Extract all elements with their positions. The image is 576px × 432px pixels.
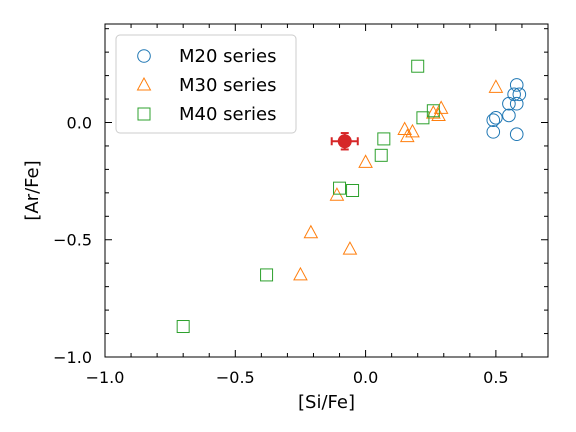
m30-series-point: [399, 128, 415, 143]
m40-series-point: [426, 104, 440, 118]
m20-series-point: [502, 108, 516, 123]
m30-series-point: [342, 241, 358, 255]
legend-marker-m30-series: [136, 76, 152, 91]
y-axis-label: [Ar/Fe]: [22, 160, 43, 220]
plot-frame: [104, 23, 549, 358]
legend-box: [115, 34, 297, 134]
x-tick-label: −0.5: [216, 368, 255, 387]
legend-label-m40-series: M40 series: [179, 104, 276, 125]
m40-series-point: [374, 148, 388, 162]
plot-markers: [176, 59, 527, 334]
m30-series-point: [358, 154, 373, 168]
legend-label-m30-series: M30 series: [179, 75, 276, 96]
m40-series-point: [346, 184, 360, 197]
m40-series-point: [411, 59, 425, 73]
axis-ticks: −1.0 −0.5 0.0 0.5 −1.0 −0.5 0.0: [53, 24, 549, 387]
m40-series-point: [176, 320, 190, 334]
m40-series-point: [333, 181, 347, 195]
m20-series-point: [502, 96, 516, 111]
x-tick-label: 0.0: [353, 368, 378, 387]
m40-series-point: [416, 111, 430, 125]
m30-series-point: [431, 107, 446, 121]
m30-series-point: [405, 123, 420, 138]
m20-series-point: [486, 113, 501, 127]
x-tick-label: −1.0: [86, 368, 125, 387]
x-tick-label: 0.5: [483, 368, 508, 387]
legend-marker-m20-series: [137, 49, 151, 63]
y-tick-label: 0.0: [67, 113, 92, 132]
legend-label-m20-series: M20 series: [179, 46, 276, 67]
m20-series-point: [507, 87, 521, 102]
m30-series-point: [488, 79, 504, 93]
m20-series-point: [512, 87, 527, 102]
y-tick-label: −1.0: [53, 348, 92, 367]
reference-point: [337, 134, 352, 149]
m20-series-point: [509, 127, 524, 142]
m30-series-point: [303, 224, 319, 239]
m40-series-point: [260, 268, 274, 282]
m20-series-point: [509, 78, 524, 92]
m30-series-point: [293, 266, 308, 281]
legend-marker-m40-series: [137, 107, 151, 121]
x-axis-label: [Si/Fe]: [298, 392, 355, 413]
m20-series-point: [486, 125, 501, 139]
legend: M20 series M30 series M40 series: [115, 34, 297, 134]
m40-series-point: [377, 132, 391, 146]
y-tick-label: −0.5: [53, 231, 92, 250]
m20-series-point: [489, 111, 503, 125]
m20-series-point: [509, 96, 524, 111]
